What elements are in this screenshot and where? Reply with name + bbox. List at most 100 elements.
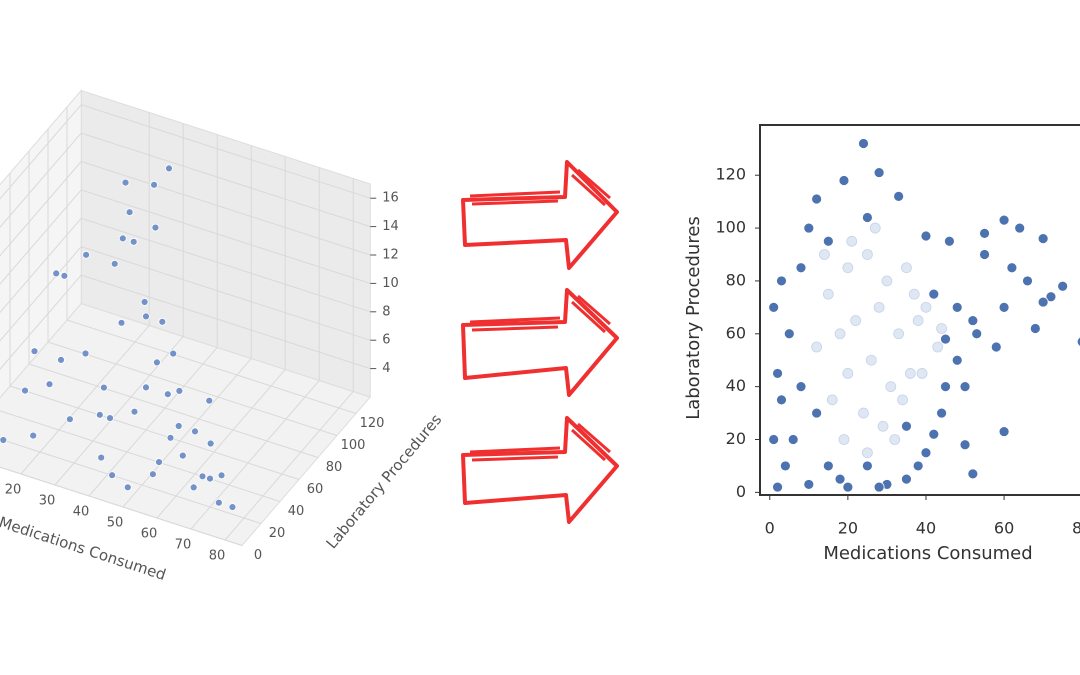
point bbox=[826, 394, 838, 406]
point bbox=[912, 315, 924, 326]
point bbox=[1037, 233, 1049, 245]
point bbox=[908, 288, 920, 300]
point bbox=[110, 259, 119, 268]
point bbox=[901, 473, 912, 485]
grid-line bbox=[0, 438, 262, 524]
point bbox=[877, 420, 889, 432]
point bbox=[838, 175, 850, 186]
point bbox=[205, 396, 214, 405]
x-tick-label: 50 bbox=[107, 516, 124, 531]
point bbox=[772, 481, 783, 493]
grid-line bbox=[0, 217, 371, 314]
point bbox=[944, 235, 955, 247]
point bbox=[990, 341, 1002, 353]
point bbox=[998, 301, 1010, 313]
point bbox=[928, 288, 940, 300]
point bbox=[148, 470, 157, 479]
point bbox=[155, 458, 163, 467]
point bbox=[1006, 262, 1018, 274]
point bbox=[842, 262, 854, 274]
grid-line bbox=[0, 274, 371, 370]
point bbox=[858, 407, 869, 419]
point bbox=[776, 394, 787, 406]
point bbox=[779, 460, 791, 472]
point bbox=[152, 358, 161, 367]
point bbox=[0, 436, 8, 444]
point bbox=[787, 434, 799, 445]
point bbox=[166, 433, 175, 442]
point bbox=[822, 235, 834, 247]
arrow bbox=[461, 416, 619, 524]
point bbox=[998, 426, 1010, 437]
point bbox=[163, 390, 172, 399]
point bbox=[893, 190, 905, 202]
arrow-scribble bbox=[469, 168, 611, 207]
y-tick-label: 0 bbox=[736, 482, 746, 501]
point bbox=[998, 214, 1010, 226]
x-axis-label: Medications Consumed bbox=[0, 513, 168, 584]
point bbox=[873, 167, 885, 178]
point bbox=[940, 381, 951, 393]
point bbox=[795, 262, 807, 274]
point bbox=[936, 407, 947, 419]
point bbox=[125, 208, 134, 217]
point bbox=[768, 301, 780, 313]
grid-line bbox=[0, 466, 243, 546]
point bbox=[97, 453, 106, 462]
point bbox=[45, 380, 54, 389]
point bbox=[189, 483, 198, 492]
point bbox=[142, 312, 150, 321]
x-tick-label: 60 bbox=[141, 527, 158, 542]
point bbox=[850, 315, 862, 326]
point bbox=[846, 235, 858, 247]
point bbox=[21, 386, 29, 395]
point bbox=[81, 349, 90, 358]
point bbox=[206, 474, 214, 483]
point bbox=[920, 447, 932, 459]
point bbox=[130, 407, 139, 416]
point bbox=[842, 368, 854, 379]
arrow bbox=[461, 160, 619, 270]
point bbox=[951, 301, 963, 313]
x-tick-label: 70 bbox=[175, 538, 192, 553]
point bbox=[819, 249, 830, 260]
grid-line bbox=[0, 189, 371, 285]
point bbox=[29, 431, 38, 440]
x-axis-label: Medications Consumed bbox=[823, 543, 1032, 564]
arrow-scribble bbox=[469, 294, 611, 334]
point bbox=[1022, 275, 1033, 287]
y-tick-label: 60 bbox=[307, 482, 324, 497]
point bbox=[893, 328, 905, 340]
y-tick-label: 60 bbox=[726, 323, 746, 342]
grid-line bbox=[0, 160, 371, 257]
point bbox=[811, 193, 823, 205]
z-tick-label: 6 bbox=[382, 333, 390, 348]
point bbox=[121, 178, 130, 187]
point bbox=[897, 394, 908, 406]
point bbox=[123, 483, 132, 492]
z-tick-label: 12 bbox=[382, 248, 399, 263]
point bbox=[920, 301, 932, 313]
arrows bbox=[461, 160, 619, 524]
x-tick-label: 30 bbox=[39, 494, 56, 509]
point bbox=[169, 349, 178, 358]
y-tick-label: 100 bbox=[341, 438, 366, 453]
y-tick-label: 40 bbox=[288, 504, 305, 519]
chart-2d: 0 20 40 60 80 0 20 40 60 80 100 120 Medications Cons… bbox=[683, 124, 1080, 564]
point bbox=[861, 460, 873, 472]
point bbox=[100, 383, 108, 392]
point bbox=[108, 471, 116, 480]
y-tick-label: 80 bbox=[326, 460, 343, 475]
y-axis-label: Laboratory Procedures bbox=[683, 216, 704, 420]
point bbox=[142, 383, 150, 392]
point bbox=[885, 381, 897, 393]
point bbox=[82, 250, 90, 259]
point bbox=[904, 368, 916, 379]
point bbox=[803, 479, 815, 490]
point bbox=[940, 333, 951, 345]
point bbox=[912, 460, 924, 472]
point bbox=[768, 434, 780, 445]
point bbox=[106, 414, 114, 423]
point bbox=[861, 447, 873, 459]
